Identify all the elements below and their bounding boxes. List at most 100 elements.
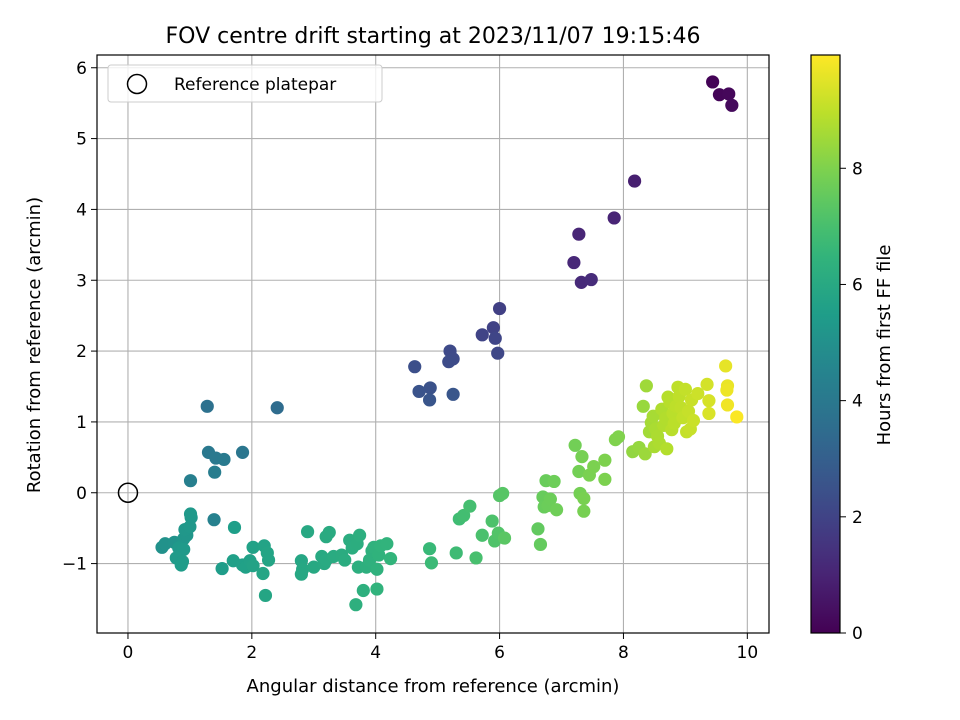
data-point (258, 588, 273, 603)
data-point (700, 377, 714, 391)
data-point (575, 450, 589, 464)
data-point (294, 567, 308, 581)
y-axis-label: Rotation from reference (arcmin) (24, 197, 45, 493)
legend-box (107, 64, 383, 103)
data-point (412, 384, 426, 399)
data-point (547, 474, 561, 489)
data-point (356, 583, 370, 598)
data-point (577, 504, 591, 518)
data-point (463, 499, 477, 513)
data-point (183, 507, 198, 521)
data-point (486, 321, 500, 335)
data-point (380, 537, 394, 551)
data-point (720, 398, 735, 412)
data-point (492, 301, 507, 316)
legend-marker (126, 73, 148, 95)
y-tick-label: 2 (76, 342, 87, 362)
legend: Reference platepar (107, 64, 383, 103)
data-point (174, 558, 188, 572)
data-point (567, 255, 581, 270)
data-point (422, 542, 437, 556)
data-point (200, 399, 214, 413)
data-point (549, 503, 564, 517)
y-tick-label: 6 (76, 59, 87, 79)
data-point (227, 520, 242, 535)
data-point (349, 598, 363, 612)
x-tick-label: 0 (123, 643, 134, 663)
data-point (183, 474, 198, 488)
data-point (207, 513, 221, 527)
data-point (469, 551, 483, 565)
data-point (449, 546, 463, 560)
data-point (722, 87, 736, 101)
x-tick-label: 2 (246, 643, 257, 663)
data-point (424, 556, 439, 570)
data-point (422, 393, 437, 407)
data-point (383, 552, 398, 566)
data-point (706, 75, 720, 89)
data-point (702, 406, 716, 421)
legend-label: Reference platepar (174, 75, 336, 95)
data-point (584, 272, 598, 287)
data-point (719, 359, 733, 373)
data-point (307, 560, 321, 574)
data-point (531, 522, 545, 536)
data-point (491, 346, 505, 360)
data-point (442, 355, 456, 369)
plot-area (91, 54, 770, 639)
data-point (720, 383, 734, 397)
colorbar-tick-label: 6 (852, 275, 863, 295)
data-point (217, 452, 231, 467)
colorbar (810, 54, 841, 634)
colorbar-tick-label: 4 (852, 392, 863, 412)
data-point (572, 227, 586, 241)
data-point (370, 582, 384, 596)
data-point (485, 514, 499, 528)
data-point (246, 540, 260, 554)
reference-point (117, 482, 139, 503)
data-point (568, 438, 582, 452)
data-point (475, 328, 489, 342)
data-point (725, 98, 739, 112)
data-point (543, 492, 557, 506)
data-point (353, 528, 367, 542)
data-point (177, 542, 191, 557)
data-point (533, 537, 548, 552)
x-tick-label: 10 (737, 643, 759, 663)
data-point (660, 442, 674, 456)
data-point (270, 401, 284, 415)
data-point (639, 379, 653, 393)
data-point (572, 464, 586, 479)
data-point (587, 459, 601, 474)
data-point (636, 399, 650, 413)
x-axis-label: Angular distance from reference (arcmin) (247, 676, 620, 697)
data-point (235, 445, 250, 459)
data-point (628, 174, 642, 188)
colorbar-tick-label: 2 (852, 508, 863, 528)
colorbar-tick-label: 0 (852, 624, 863, 644)
data-point (446, 387, 460, 401)
chart-title: FOV centre drift starting at 2023/11/07 … (166, 24, 701, 49)
x-tick-label: 6 (494, 643, 505, 663)
data-point (215, 561, 229, 576)
data-point (686, 413, 701, 428)
data-point (475, 528, 489, 542)
data-point (488, 331, 502, 345)
plot-frame (96, 54, 770, 634)
y-tick-label: 0 (76, 484, 87, 504)
data-point (497, 531, 512, 545)
data-point (577, 491, 591, 506)
data-point (730, 410, 744, 424)
x-tick-label: 4 (370, 643, 381, 663)
data-point (496, 486, 510, 501)
data-point (408, 360, 422, 374)
data-point (256, 566, 270, 581)
y-tick-label: −1 (62, 555, 87, 575)
data-point (261, 553, 276, 567)
y-tick-label: 1 (76, 413, 87, 433)
colorbar-label: Hours from first FF file (874, 245, 895, 446)
data-point (598, 472, 612, 486)
data-point (702, 394, 716, 408)
y-tick-label: 4 (76, 200, 87, 220)
